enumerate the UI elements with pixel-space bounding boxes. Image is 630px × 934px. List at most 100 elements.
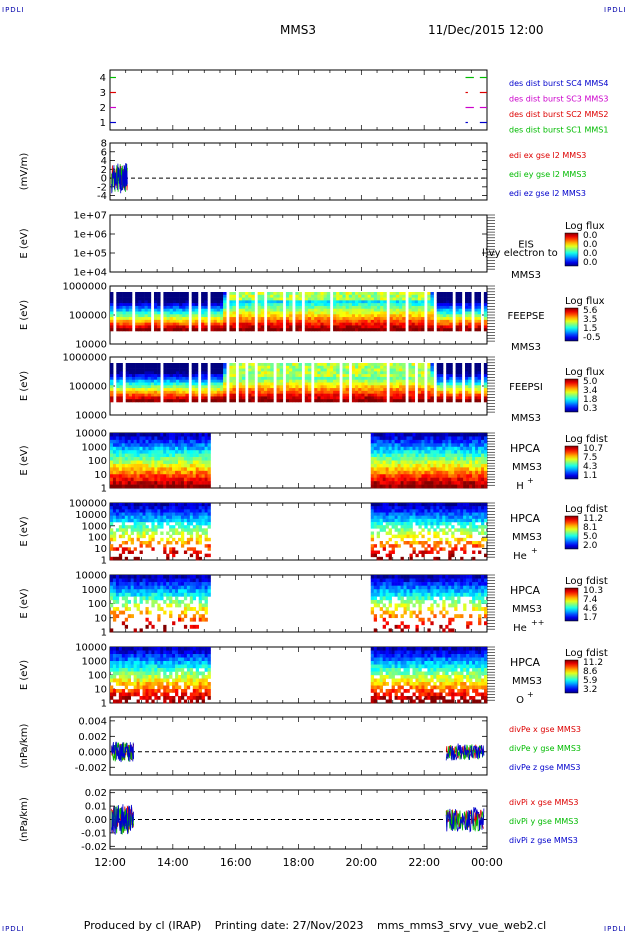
species-charge-hpca_he: + — [531, 546, 538, 555]
colorbar-tick-hpca_o-2: 5.9 — [583, 676, 598, 686]
ylabel-hpca_hepp: E (eV) — [19, 588, 30, 618]
colorbar-hpca_h — [564, 445, 579, 480]
ytick-hpca_hepp-3: 10 — [94, 613, 107, 624]
legend-divpi-0: divPi x gse MMS3 — [509, 798, 578, 807]
species-label-hpca_he: He — [513, 551, 527, 562]
colorbar-tick-hpca_hepp-0: 10.3 — [583, 586, 603, 596]
ytick-divpe-3: -0.002 — [75, 763, 107, 774]
xtick-label-4: 20:00 — [345, 856, 377, 869]
xtick-label-1: 14:00 — [157, 856, 189, 869]
legend-burst-0: des dist burst SC4 MMS4 — [509, 79, 608, 88]
ytick-hpca_o-2: 100 — [88, 671, 107, 682]
colorbar-tick-hpca_hepp-3: 1.7 — [583, 613, 597, 623]
colorbar-tick-feepsi-2: 1.8 — [583, 395, 598, 405]
ytick-divpi-3: -0.01 — [81, 828, 107, 839]
spacecraft-label-feepse: MMS3 — [511, 342, 541, 353]
corner-label-bottom-right: IPDLI — [604, 925, 627, 933]
ylabel-feepse: E (eV) — [19, 300, 30, 330]
colorbar-feepse — [564, 307, 579, 342]
colorbar-title-feepse: Log flux — [565, 296, 605, 307]
legend-burst-1: des dist burst SC3 MMS3 — [509, 95, 608, 104]
legend-divpe-2: divPe z gse MMS3 — [509, 763, 580, 772]
ytick-edi-1: 6 — [101, 147, 107, 158]
ytick-hpca_he-2: 1000 — [82, 521, 107, 532]
ylabel-divpi: (nPa/km) — [19, 797, 30, 842]
ytick-divpe-0: 0.004 — [78, 716, 107, 727]
footer-producer: Produced by cl (IRAP) — [83, 919, 202, 932]
ytick-hpca_o-1: 1000 — [82, 657, 107, 668]
ytick-divpi-0: 0.02 — [85, 788, 107, 799]
colorbar-tick-feepse-0: 5.6 — [583, 306, 598, 316]
footer-printing-date: Printing date: 27/Nov/2023 — [214, 919, 364, 932]
colorbar-tick-hpca_o-0: 11.2 — [583, 658, 603, 668]
ytick-eis-1: 1e+06 — [73, 230, 107, 241]
instrument-extra-eis: l)vy electron to — [482, 248, 558, 259]
ytick-hpca_hepp-0: 10000 — [75, 571, 107, 582]
colorbar-tick-hpca_h-3: 1.1 — [583, 471, 597, 481]
ytick-feepsi-2: 10000 — [75, 411, 107, 422]
species-label-hpca_o: O — [516, 695, 524, 706]
colorbar-tick-feepse-1: 3.5 — [583, 315, 597, 325]
ytick-eis-2: 1e+05 — [73, 249, 107, 260]
colorbar-title-hpca_hepp: Log fdist — [565, 576, 608, 587]
instrument-label-hpca_h: HPCA — [510, 442, 541, 455]
ytick-feepsi-1: 100000 — [69, 382, 107, 393]
colorbar-tick-feepsi-0: 5.0 — [583, 377, 598, 387]
panel-frame-edi — [109, 142, 488, 201]
ytick-hpca_he-3: 100 — [88, 533, 107, 544]
date-title: 11/Dec/2015 12:00 — [428, 23, 544, 37]
colorbar-tick-hpca_h-2: 4.3 — [583, 462, 597, 472]
corner-label-bottom-left: IPDLI — [2, 925, 25, 933]
ylabel-hpca_he: E (eV) — [19, 516, 30, 546]
ytick-burst-3: 1 — [100, 118, 106, 129]
colorbar-tick-hpca_o-1: 8.6 — [583, 667, 598, 677]
footer: Produced by cl (IRAP) Printing date: 27/… — [0, 919, 630, 932]
legend-divpi-2: divPi z gse MMS3 — [509, 836, 578, 845]
heatmap-hpca_o — [110, 647, 488, 704]
instrument-label-feepse: FEEPSE — [507, 311, 544, 322]
panel-frame-eis — [109, 214, 488, 273]
ytick-hpca_o-3: 10 — [94, 685, 107, 696]
legend-edi-1: edi ey gse l2 MMS3 — [509, 170, 587, 179]
ytick-feepsi-0: 1000000 — [62, 353, 107, 364]
ytick-hpca_he-5: 1 — [101, 556, 107, 567]
colorbar-hpca_hepp — [564, 587, 579, 622]
colorbar-tick-hpca_h-1: 7.5 — [583, 453, 597, 463]
ytick-hpca_he-0: 100000 — [69, 499, 107, 510]
heatmap-hpca_hepp — [110, 575, 488, 633]
ytick-feepse-0: 1000000 — [62, 282, 107, 293]
ytick-hpca_o-4: 1 — [101, 699, 107, 710]
ytick-hpca_he-1: 10000 — [75, 510, 107, 521]
ytick-divpe-2: 0.000 — [78, 747, 107, 758]
colorbar-title-hpca_o: Log fdist — [565, 648, 608, 659]
ytick-divpe-1: 0.002 — [78, 732, 107, 743]
species-label-hpca_hepp: He — [513, 623, 527, 634]
spacecraft-title: MMS3 — [280, 23, 316, 37]
ytick-hpca_he-4: 10 — [94, 544, 107, 555]
instrument-label-hpca_he: HPCA — [510, 512, 541, 525]
colorbar-tick-eis-0: 0.0 — [583, 231, 598, 241]
legend-divpe-1: divPe y gse MMS3 — [509, 744, 581, 753]
ytick-edi-6: -4 — [97, 191, 107, 202]
spacecraft-label-eis: MMS3 — [511, 270, 541, 281]
ytick-burst-1: 3 — [100, 88, 106, 99]
ytick-divpi-1: 0.01 — [85, 802, 107, 813]
colorbar-tick-feepse-2: 1.5 — [583, 324, 597, 334]
species-charge-hpca_o: + — [527, 690, 534, 699]
ylabel-feepsi: E (eV) — [19, 371, 30, 401]
spacecraft-label-hpca_hepp: MMS3 — [512, 604, 542, 615]
instrument-label-feepsi: FEEPSI — [509, 382, 543, 393]
ytick-hpca_hepp-2: 100 — [88, 599, 107, 610]
spacecraft-label-feepsi: MMS3 — [511, 413, 541, 424]
trace-edi-2-0 — [111, 163, 128, 194]
trace-divpe-2-1 — [445, 743, 485, 761]
ytick-edi-4: 0 — [101, 174, 107, 185]
colorbar-tick-eis-3: 0.0 — [583, 258, 598, 268]
colorbar-tick-hpca_he-2: 5.0 — [583, 532, 598, 542]
legend-burst-2: des dist burst SC2 MMS2 — [509, 110, 608, 119]
heatmap-hpca_he — [110, 503, 488, 561]
ytick-hpca_o-0: 10000 — [75, 643, 107, 654]
ytick-hpca_h-4: 1 — [101, 484, 107, 495]
ytick-divpi-4: -0.02 — [81, 842, 107, 853]
